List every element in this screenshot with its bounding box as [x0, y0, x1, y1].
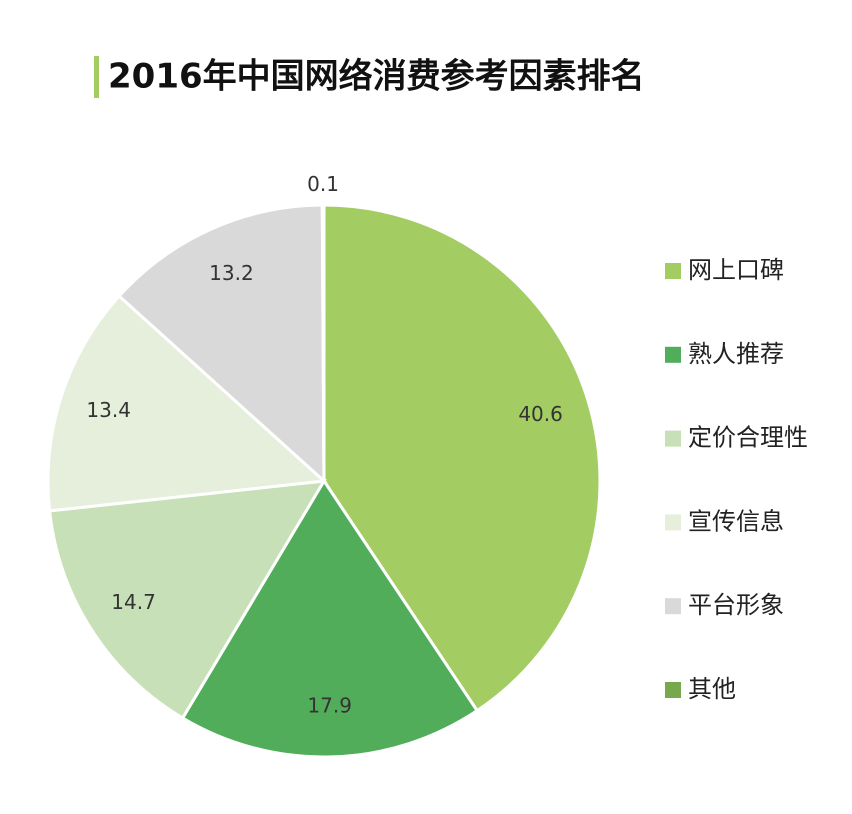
pie-slice [46, 293, 328, 513]
legend-swatch [665, 514, 681, 531]
data-label: 14.7 [111, 590, 156, 614]
pie-slice [180, 478, 480, 759]
data-label: 40.6 [518, 402, 563, 426]
pie-slice [117, 203, 326, 485]
data-label: 0.1 [307, 172, 339, 196]
legend-label: 定价合理性 [688, 424, 808, 452]
legend-label: 网上口碑 [688, 256, 784, 284]
legend-swatch [665, 263, 681, 279]
data-label: 13.4 [86, 398, 131, 422]
chart-title: 2016年中国网络消费参考因素排名 [108, 57, 645, 97]
legend-label: 平台形象 [688, 591, 784, 619]
pie-slice [320, 203, 326, 482]
pie-slice [47, 479, 327, 721]
legend-swatch [665, 598, 681, 615]
legend-swatch [665, 346, 681, 363]
legend-label: 熟人推荐 [688, 340, 784, 368]
legend-swatch [665, 430, 681, 447]
data-label: 13.2 [209, 261, 254, 285]
legend-label: 宣传信息 [688, 507, 784, 535]
data-label: 17.9 [307, 694, 352, 718]
legend-swatch [665, 682, 681, 698]
title-accent [94, 56, 99, 98]
legend-label: 其他 [688, 675, 736, 703]
